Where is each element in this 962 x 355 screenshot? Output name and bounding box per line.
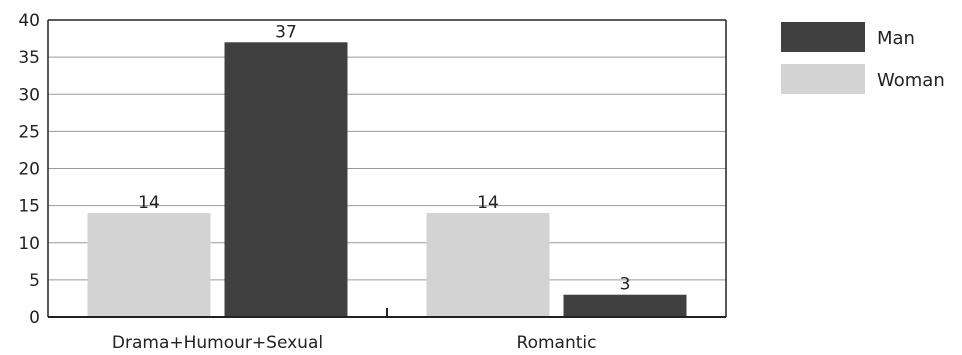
legend-label-woman: Woman (877, 70, 945, 91)
y-tick-label: 35 (18, 48, 40, 68)
y-tick-label: 40 (18, 11, 40, 31)
y-tick-label: 25 (18, 122, 40, 142)
y-tick-label: 20 (18, 160, 40, 180)
legend-swatch-woman (781, 64, 865, 94)
bars (87, 42, 687, 318)
legend: Man Woman (781, 22, 945, 94)
data-label: 14 (138, 193, 160, 213)
bar-woman-1 (426, 213, 550, 317)
legend-label-man: Man (877, 28, 915, 49)
x-category-label: Romantic (517, 333, 597, 353)
bar-man-0 (224, 42, 348, 318)
y-tick-label: 15 (18, 197, 40, 217)
data-labels: 14 37 14 3 (138, 22, 630, 294)
y-axis-ticks: 0 5 10 15 20 25 30 35 40 (18, 11, 40, 328)
data-label: 3 (620, 275, 631, 295)
data-label: 14 (477, 193, 499, 213)
y-tick-label: 30 (18, 85, 40, 105)
x-category-label: Drama+Humour+Sexual (112, 333, 323, 353)
y-tick-label: 0 (29, 308, 40, 328)
bar-man-1 (563, 294, 687, 317)
data-label: 37 (275, 22, 297, 42)
x-axis-category-labels: Drama+Humour+Sexual Romantic (112, 333, 597, 353)
y-tick-label: 5 (29, 271, 40, 291)
axes (47, 19, 727, 318)
legend-swatch-man (781, 22, 865, 52)
bar-woman-0 (87, 213, 211, 317)
y-tick-label: 10 (18, 234, 40, 254)
